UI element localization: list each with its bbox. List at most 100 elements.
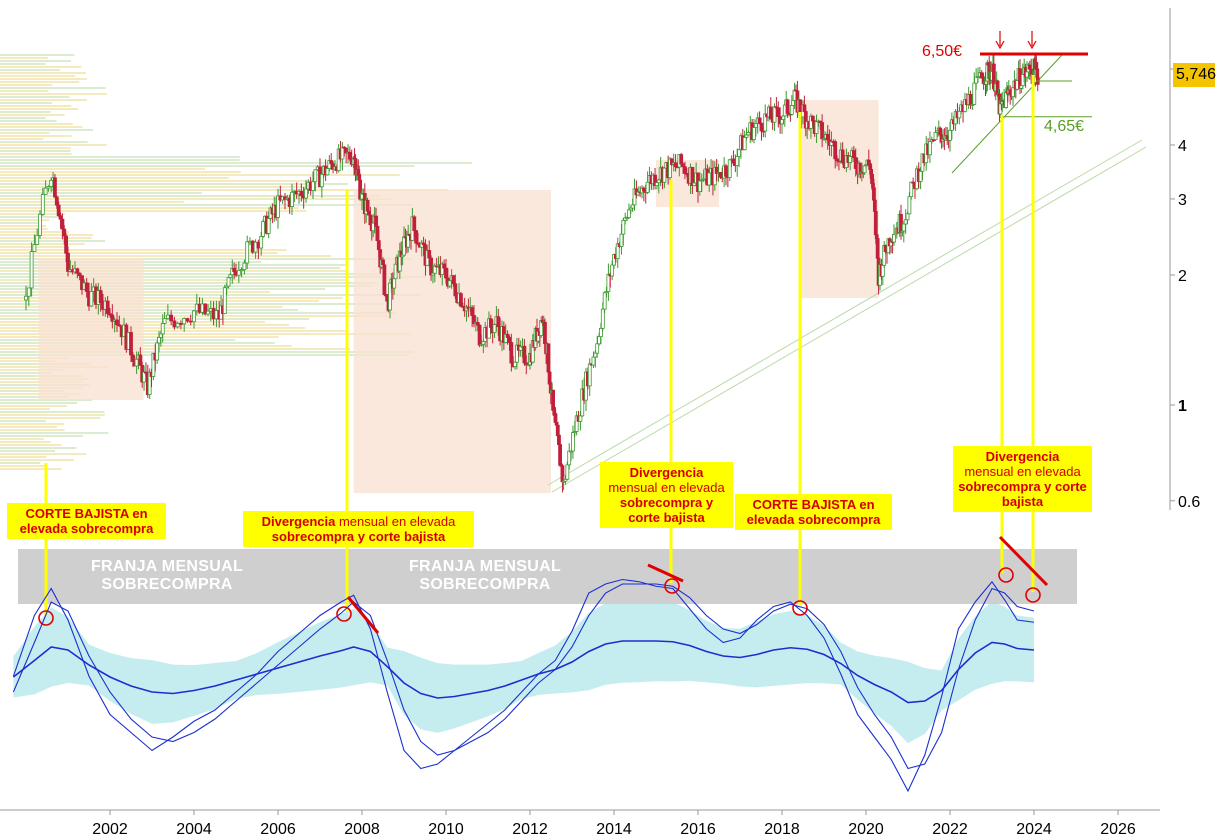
shaded-period — [353, 190, 551, 493]
candle-body — [40, 193, 45, 215]
price-tick-label: 0.6 — [1178, 494, 1200, 511]
candle-body — [325, 168, 330, 176]
annotation-5-plain: mensual en elevada — [964, 464, 1081, 479]
current-price-tag: 5,746 — [1173, 63, 1216, 87]
candle-body — [546, 343, 551, 373]
candle-body — [157, 336, 161, 344]
candle-body — [58, 215, 63, 220]
candle-body — [656, 179, 661, 184]
candle-body — [117, 324, 122, 327]
candle-body — [918, 170, 923, 182]
candle-body — [453, 283, 458, 297]
candle-body — [892, 234, 896, 243]
signal-circle — [998, 567, 1014, 583]
candle-body — [89, 291, 94, 307]
annotation-5-strong: sobrecompra y corte bajista — [958, 479, 1087, 509]
annotation-4: CORTE BAJISTA en elevada sobrecompra — [735, 494, 892, 530]
candle-body — [239, 269, 244, 272]
candle-body — [679, 154, 684, 165]
signal-marks — [38, 535, 1049, 634]
annotation-1: CORTE BAJISTA en elevada sobrecompra — [7, 503, 166, 539]
candle-body — [130, 354, 135, 362]
candle-body — [567, 450, 572, 466]
candle-body — [606, 273, 611, 292]
price-tick-label: 1 — [1178, 398, 1187, 415]
annotation-5: Divergencia mensual en elevada sobrecomp… — [953, 446, 1092, 512]
candle-body — [627, 209, 631, 218]
candle-body — [776, 107, 781, 118]
candle-body — [444, 267, 448, 279]
annotation-3-strong: sobrecompra y corte bajista — [619, 495, 714, 525]
candle-body — [513, 361, 517, 367]
candle-body — [459, 293, 463, 307]
candle-body — [46, 186, 51, 189]
annotation-2-plain: mensual en elevada — [335, 514, 456, 529]
annotation-2-strong: sobrecompra y corte bajista — [271, 529, 446, 544]
long-term-trendline — [547, 139, 1143, 486]
divergence-line — [998, 535, 1049, 587]
time-tick-label: 2026 — [1100, 821, 1136, 838]
candle-body — [551, 389, 555, 411]
time-tick-label: 2020 — [848, 821, 884, 838]
candle-body — [169, 314, 174, 322]
candle-body — [655, 182, 659, 186]
time-tick-label: 2014 — [596, 821, 632, 838]
candle-body — [62, 228, 67, 237]
candle-body — [222, 287, 227, 314]
signal-circle — [336, 606, 352, 622]
candle-body — [571, 432, 575, 452]
candle-body — [522, 345, 527, 364]
signal-circle — [664, 578, 680, 594]
volume-profile — [0, 54, 472, 470]
candle-body — [192, 310, 196, 323]
candle-body — [162, 318, 167, 324]
candle-body — [820, 122, 825, 140]
price-tick-label: 3 — [1178, 192, 1187, 209]
candle-body — [155, 342, 160, 361]
candle-body — [848, 156, 853, 163]
candle-body — [175, 322, 180, 328]
candle-body — [98, 290, 103, 303]
candle-body — [477, 324, 482, 346]
candle-body — [182, 318, 187, 325]
candle-body — [591, 356, 596, 366]
candle-body — [179, 322, 183, 325]
candle-body — [392, 278, 397, 289]
candle-body — [266, 218, 271, 234]
candle-body — [907, 196, 912, 215]
candle-body — [158, 333, 163, 338]
time-tick-label: 2002 — [92, 821, 128, 838]
candle-body — [558, 444, 562, 466]
candle-body — [56, 204, 61, 217]
candle-body — [753, 123, 758, 128]
candle-body — [825, 134, 830, 141]
short-term-trendline — [951, 54, 1063, 174]
candle-body — [833, 141, 838, 160]
candle-body — [488, 318, 493, 328]
candle-body — [853, 157, 858, 169]
annotation-3: Divergencia mensual en elevada sobrecomp… — [600, 462, 733, 528]
candle-body — [347, 151, 352, 160]
price-levels — [980, 31, 1092, 118]
time-tick-label: 2024 — [1016, 821, 1052, 838]
axes: 643210.620022004200620082010201220142016… — [0, 8, 1200, 838]
candle-body — [507, 337, 512, 343]
price-candles — [24, 53, 1040, 493]
candle-body — [451, 275, 456, 285]
candle-body — [948, 129, 952, 141]
candle-body — [43, 187, 48, 195]
candle-body — [29, 251, 34, 289]
candle-body — [24, 295, 28, 301]
candle-body — [299, 190, 304, 196]
oscillator-slow-line — [12, 583, 1035, 770]
candle-body — [105, 300, 110, 315]
candle-body — [731, 158, 736, 164]
candle-body — [172, 320, 177, 328]
candle-body — [304, 188, 308, 199]
annotation-3-lead: Divergencia — [629, 465, 704, 480]
annotation-1-strong: CORTE BAJISTA en elevada sobrecompra — [19, 506, 154, 536]
time-tick-label: 2016 — [680, 821, 716, 838]
candle-body — [979, 72, 984, 79]
time-tick-label: 2008 — [344, 821, 380, 838]
candle-body — [35, 235, 40, 245]
